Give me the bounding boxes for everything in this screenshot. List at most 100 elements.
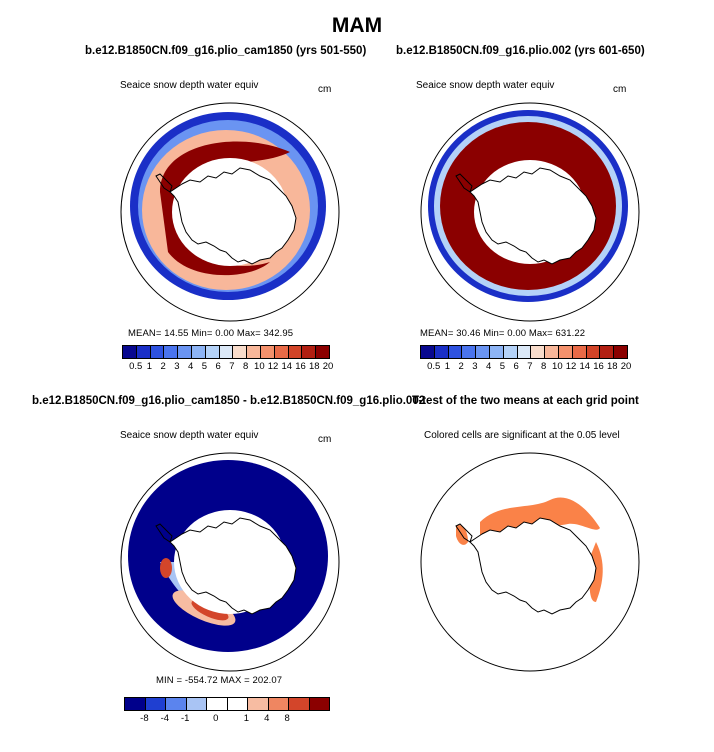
panel3-subtitle: Seaice snow depth water equiv xyxy=(120,430,259,441)
colorbar-box xyxy=(434,346,449,358)
panel3-title: b.e12.B1850CN.f09_g16.plio_cam1850 - b.e… xyxy=(32,395,426,407)
colorbar-box xyxy=(558,346,573,358)
colorbar-box xyxy=(186,698,207,710)
colorbar-box xyxy=(531,346,546,358)
colorbar-box xyxy=(448,346,463,358)
panel2-stats: MEAN= 30.46 Min= 0.00 Max= 631.22 xyxy=(420,328,586,339)
panel4-title: T-test of the two means at each grid poi… xyxy=(412,395,639,407)
panel1-title: b.e12.B1850CN.f09_g16.plio_cam1850 (yrs … xyxy=(85,45,367,57)
colorbar-box xyxy=(503,346,518,358)
colorbar-box xyxy=(517,346,532,358)
panel2-units: cm xyxy=(613,84,627,95)
colorbar-tick-label: 4 xyxy=(486,361,492,372)
colorbar-box xyxy=(205,346,220,358)
colorbar-tick-label: 0.5 xyxy=(427,361,441,372)
panel1-colorbar-ticks: 0.5 1 2 3 4 5 6 7 8 10 12 14 16 18 20 xyxy=(122,361,333,373)
panel3-colorbar xyxy=(124,697,330,711)
colorbar-tick-label: -1 xyxy=(180,713,190,724)
colorbar-tick-label: 8 xyxy=(540,361,547,372)
colorbar-tick-label: 12 xyxy=(267,361,279,372)
colorbar-box xyxy=(248,698,269,710)
antarctica-coastline xyxy=(469,167,597,265)
colorbar-tick-label: 7 xyxy=(527,361,533,372)
colorbar-box xyxy=(136,346,151,358)
colorbar-box xyxy=(150,346,165,358)
panel1-map xyxy=(120,102,340,322)
colorbar-box xyxy=(289,698,310,710)
colorbar-tick-label: 14 xyxy=(579,361,591,372)
colorbar-tick-label: 6 xyxy=(513,361,519,372)
colorbar-box xyxy=(572,346,587,358)
antarctica-coastline xyxy=(169,517,297,615)
colorbar-tick-label: 3 xyxy=(174,361,180,372)
colorbar-box xyxy=(125,698,146,710)
colorbar-tick-label: 0.5 xyxy=(129,361,143,372)
peninsula-coastline xyxy=(455,523,473,543)
panel3-map xyxy=(120,452,340,672)
colorbar-box xyxy=(191,346,206,358)
colorbar-tick-label: 18 xyxy=(308,361,320,372)
colorbar-tick-label: 1 xyxy=(243,713,250,724)
panel2-colorbar-ticks: 0.5 1 2 3 4 5 6 7 8 10 12 14 16 18 20 xyxy=(420,361,631,373)
colorbar-tick-label: -4 xyxy=(160,713,170,724)
strong-positive-region xyxy=(160,558,172,578)
colorbar-tick-label: 1 xyxy=(146,361,153,372)
peninsula-coastline xyxy=(155,173,173,193)
panel1-colorbar xyxy=(122,345,330,359)
colorbar-box xyxy=(600,346,615,358)
colorbar-box xyxy=(164,346,179,358)
colorbar-tick-label: 5 xyxy=(201,361,208,372)
peninsula-coastline xyxy=(455,173,473,193)
colorbar-box xyxy=(309,698,329,710)
colorbar-tick-label: 7 xyxy=(229,361,235,372)
colorbar-box xyxy=(123,346,137,358)
colorbar-box xyxy=(145,698,166,710)
peninsula-coastline xyxy=(155,523,173,543)
panel4-subtitle: Colored cells are significant at the 0.0… xyxy=(424,430,620,441)
colorbar-tick-label: 20 xyxy=(322,361,334,372)
colorbar-box xyxy=(421,346,435,358)
colorbar-box xyxy=(268,698,289,710)
panel3-colorbar-ticks: -8 -4 -1 0 1 4 8 xyxy=(124,713,328,725)
colorbar-box xyxy=(274,346,289,358)
panel2-subtitle: Seaice snow depth water equiv xyxy=(416,80,555,91)
colorbar-box xyxy=(166,698,187,710)
colorbar-tick-label: 0 xyxy=(213,713,219,724)
panel4-map xyxy=(420,452,640,672)
colorbar-box xyxy=(227,698,248,710)
colorbar-tick-label: 4 xyxy=(188,361,194,372)
colorbar-tick-label: 2 xyxy=(160,361,166,372)
colorbar-tick-label: 4 xyxy=(264,713,270,724)
panel2-title: b.e12.B1850CN.f09_g16.plio.002 (yrs 601-… xyxy=(396,45,645,57)
panel2-colorbar xyxy=(420,345,628,359)
colorbar-tick-label: 1 xyxy=(444,361,451,372)
colorbar-tick-label: 14 xyxy=(281,361,293,372)
map-boundary xyxy=(420,452,640,672)
map-boundary xyxy=(420,102,640,322)
colorbar-box xyxy=(233,346,248,358)
colorbar-tick-label: 20 xyxy=(620,361,632,372)
colorbar-tick-label: 18 xyxy=(606,361,618,372)
colorbar-box xyxy=(247,346,261,358)
colorbar-box xyxy=(207,698,228,710)
panel2-map xyxy=(420,102,640,322)
colorbar-tick-label: 8 xyxy=(242,361,249,372)
colorbar-tick-label: 5 xyxy=(499,361,506,372)
colorbar-box xyxy=(462,346,477,358)
antarctica-coastline xyxy=(469,517,597,615)
panel3-units: cm xyxy=(318,434,332,445)
colorbar-tick-label: 10 xyxy=(552,361,563,372)
figure-title: MAM xyxy=(331,14,383,37)
colorbar-tick-label: -8 xyxy=(140,713,149,724)
colorbar-box xyxy=(178,346,192,358)
panel1-subtitle: Seaice snow depth water equiv xyxy=(120,80,259,91)
colorbar-tick-label: 12 xyxy=(565,361,577,372)
map-boundary xyxy=(120,452,340,672)
colorbar-box xyxy=(316,346,329,358)
antarctica-coastline xyxy=(169,167,297,265)
colorbar-box xyxy=(302,346,317,358)
colorbar-box xyxy=(476,346,490,358)
colorbar-tick-label: 6 xyxy=(215,361,221,372)
colorbar-box xyxy=(260,346,275,358)
colorbar-tick-label: 10 xyxy=(254,361,265,372)
